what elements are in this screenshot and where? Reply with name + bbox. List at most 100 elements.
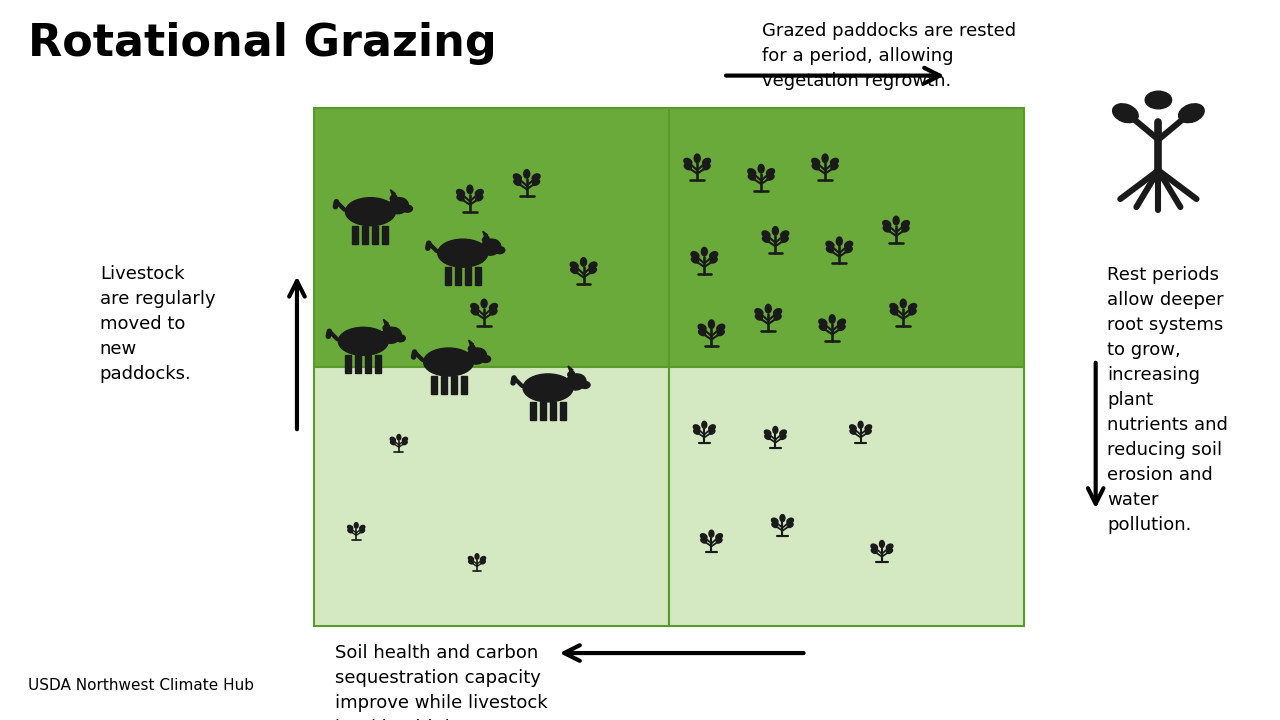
Ellipse shape — [457, 189, 465, 196]
Bar — [352, 225, 358, 243]
Bar — [444, 267, 451, 285]
Ellipse shape — [348, 526, 353, 530]
Ellipse shape — [396, 335, 406, 342]
Ellipse shape — [773, 309, 782, 315]
Ellipse shape — [865, 429, 872, 434]
Ellipse shape — [481, 239, 500, 255]
Ellipse shape — [787, 518, 794, 523]
Ellipse shape — [390, 195, 397, 200]
Ellipse shape — [360, 526, 365, 530]
Ellipse shape — [872, 549, 877, 554]
Ellipse shape — [813, 164, 819, 170]
Ellipse shape — [532, 174, 540, 181]
Bar — [669, 108, 1024, 367]
Ellipse shape — [909, 309, 916, 315]
Bar — [383, 225, 388, 243]
Ellipse shape — [829, 315, 835, 323]
Ellipse shape — [836, 237, 842, 246]
Ellipse shape — [438, 239, 488, 267]
Bar — [540, 402, 547, 420]
Ellipse shape — [819, 319, 827, 325]
Ellipse shape — [346, 198, 396, 225]
Ellipse shape — [837, 319, 846, 325]
Ellipse shape — [819, 325, 827, 330]
Ellipse shape — [717, 539, 722, 543]
Polygon shape — [468, 340, 474, 346]
Ellipse shape — [850, 425, 856, 431]
Bar — [461, 376, 467, 394]
Ellipse shape — [900, 300, 906, 307]
Ellipse shape — [831, 164, 838, 170]
Ellipse shape — [457, 195, 465, 201]
Ellipse shape — [780, 515, 785, 521]
Ellipse shape — [397, 434, 401, 440]
Ellipse shape — [532, 179, 540, 185]
Ellipse shape — [865, 425, 872, 431]
Text: Grazed paddocks are rested
for a period, allowing
vegetation regrowth.: Grazed paddocks are rested for a period,… — [762, 22, 1016, 89]
Ellipse shape — [780, 430, 786, 436]
Ellipse shape — [468, 557, 474, 561]
Ellipse shape — [845, 241, 852, 248]
Ellipse shape — [716, 534, 722, 539]
Ellipse shape — [883, 226, 891, 232]
Ellipse shape — [717, 324, 724, 331]
Ellipse shape — [468, 560, 474, 564]
Bar — [475, 267, 481, 285]
Ellipse shape — [490, 309, 497, 315]
Text: Soil health and carbon
sequestration capacity
improve while livestock
herd healt: Soil health and carbon sequestration cap… — [335, 644, 548, 720]
Ellipse shape — [589, 268, 596, 274]
Ellipse shape — [476, 195, 483, 201]
Ellipse shape — [748, 168, 755, 176]
Bar — [451, 376, 457, 394]
Ellipse shape — [699, 330, 705, 336]
Ellipse shape — [709, 530, 714, 537]
Bar — [372, 225, 379, 243]
Ellipse shape — [826, 241, 833, 248]
Ellipse shape — [827, 247, 833, 253]
Ellipse shape — [480, 557, 485, 561]
Ellipse shape — [764, 430, 771, 436]
Ellipse shape — [684, 158, 691, 165]
Bar — [314, 108, 669, 367]
Ellipse shape — [700, 534, 707, 539]
Ellipse shape — [471, 309, 479, 315]
Ellipse shape — [886, 544, 893, 549]
Ellipse shape — [909, 304, 916, 310]
Text: USDA Northwest Climate Hub: USDA Northwest Climate Hub — [28, 678, 255, 693]
Ellipse shape — [701, 248, 708, 256]
Ellipse shape — [772, 227, 778, 235]
Ellipse shape — [781, 231, 788, 238]
Ellipse shape — [703, 164, 710, 170]
Ellipse shape — [694, 429, 700, 434]
Ellipse shape — [764, 435, 771, 439]
Ellipse shape — [1146, 91, 1171, 109]
Ellipse shape — [581, 258, 586, 266]
Ellipse shape — [709, 425, 716, 431]
Ellipse shape — [762, 231, 771, 238]
Text: Livestock
are regularly
moved to
new
paddocks.: Livestock are regularly moved to new pad… — [100, 265, 215, 383]
Ellipse shape — [481, 560, 485, 564]
Ellipse shape — [355, 523, 358, 528]
Ellipse shape — [838, 325, 845, 330]
Ellipse shape — [694, 154, 700, 163]
Bar — [365, 355, 371, 373]
Ellipse shape — [709, 429, 716, 434]
Ellipse shape — [822, 154, 828, 163]
Ellipse shape — [698, 324, 707, 331]
Ellipse shape — [389, 197, 408, 214]
Bar — [314, 367, 669, 626]
Ellipse shape — [568, 371, 575, 377]
Ellipse shape — [694, 425, 700, 431]
Ellipse shape — [772, 518, 778, 523]
Ellipse shape — [773, 426, 778, 433]
Ellipse shape — [685, 164, 691, 170]
Ellipse shape — [589, 262, 596, 269]
Ellipse shape — [891, 309, 897, 315]
Ellipse shape — [424, 348, 474, 376]
Polygon shape — [568, 366, 573, 372]
Ellipse shape — [755, 314, 763, 320]
Ellipse shape — [879, 541, 884, 547]
Ellipse shape — [1112, 104, 1138, 122]
Ellipse shape — [749, 174, 755, 180]
Ellipse shape — [780, 435, 786, 439]
